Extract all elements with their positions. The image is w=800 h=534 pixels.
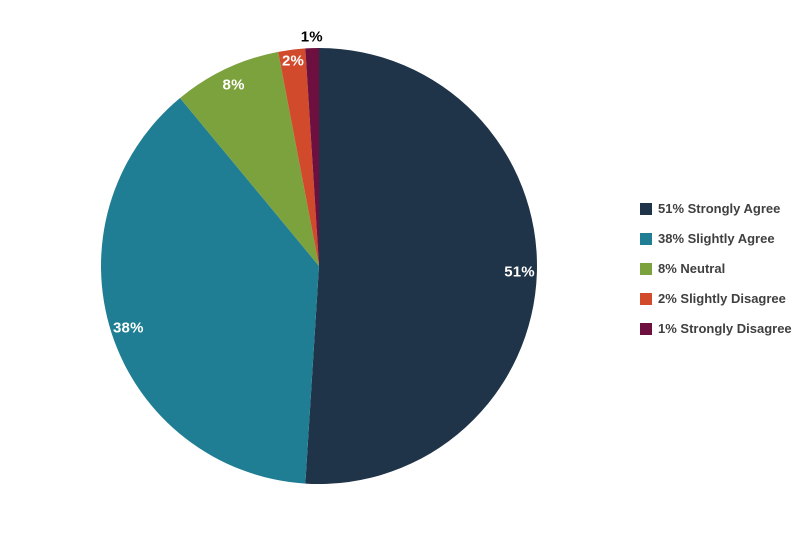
legend-item-label: 8% Neutral <box>658 261 726 276</box>
legend-item: 8% Neutral <box>640 261 792 276</box>
pie-svg <box>101 48 537 484</box>
legend-swatch-icon <box>640 203 652 215</box>
legend-item: 38% Slightly Agree <box>640 231 792 246</box>
legend-swatch-icon <box>640 323 652 335</box>
legend-swatch-icon <box>640 263 652 275</box>
pie-slice-strongly-agree <box>305 48 537 484</box>
legend-item: 1% Strongly Disagree <box>640 321 792 336</box>
legend-item: 51% Strongly Agree <box>640 201 792 216</box>
pie-slice-slightly-agree <box>101 98 319 484</box>
slice-label-strongly-disagree: 1% <box>300 28 323 46</box>
legend-item-label: 51% Strongly Agree <box>658 201 781 216</box>
pie-slice-slightly-disagree <box>278 48 319 267</box>
legend-swatch-icon <box>640 293 652 305</box>
pie-slice-strongly-disagree <box>305 48 319 266</box>
legend-item-label: 1% Strongly Disagree <box>658 321 792 336</box>
legend-item-label: 38% Slightly Agree <box>658 231 775 246</box>
pie-slice-neutral <box>180 51 319 266</box>
legend-swatch-icon <box>640 233 652 245</box>
legend: 51% Strongly Agree 38% Slightly Agree 8% N… <box>640 201 792 336</box>
legend-item-label: 2% Slightly Disagree <box>658 291 786 306</box>
legend-item: 2% Slightly Disagree <box>640 291 792 306</box>
pie-chart <box>101 48 537 484</box>
